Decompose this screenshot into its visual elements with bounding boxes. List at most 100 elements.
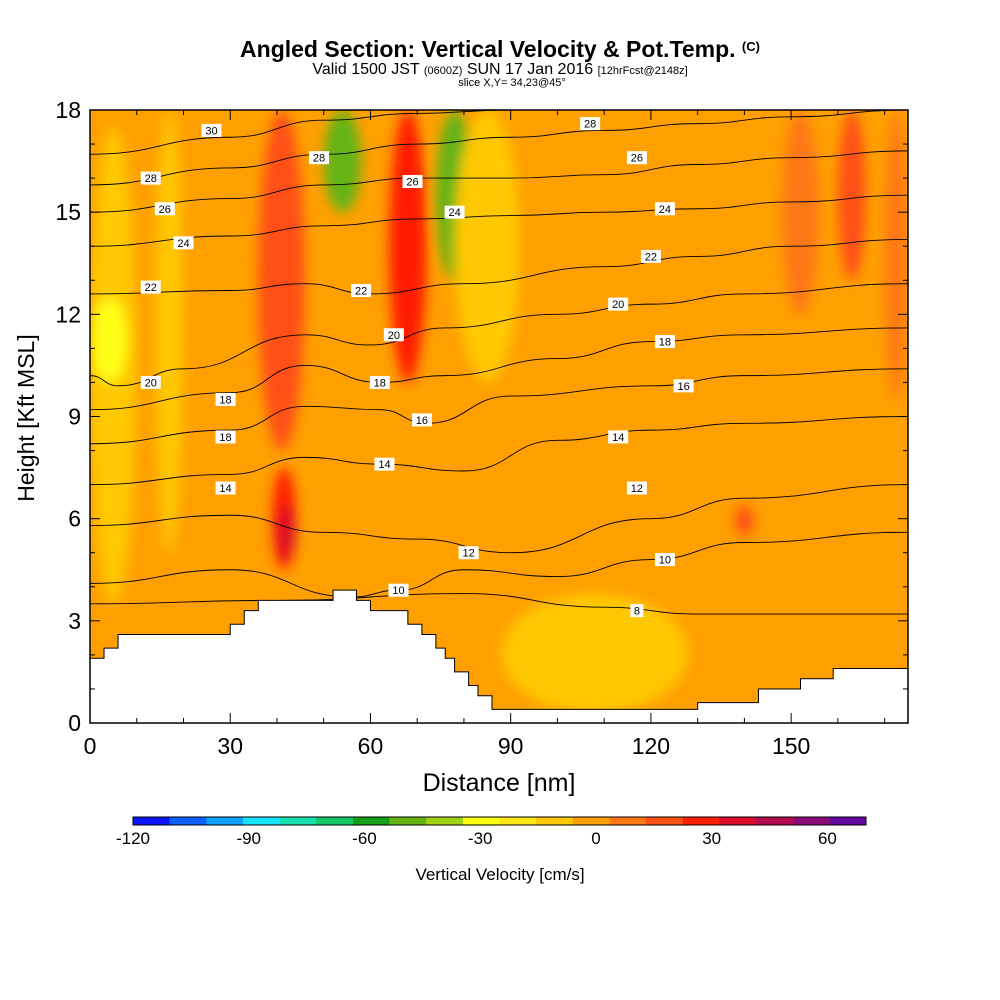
x-tick-label: 60: [358, 733, 384, 759]
colorbar-tick-label: -60: [352, 829, 377, 848]
isotherm-label: 18: [374, 377, 386, 389]
colorbar-label: Vertical Velocity [cm/s]: [415, 865, 584, 884]
isotherm-label-box: [215, 481, 236, 495]
isotherm-label: 10: [392, 585, 404, 597]
isotherm-label: 14: [378, 459, 390, 471]
isotherm-label-box: [154, 202, 175, 216]
colorbar-swatch: [756, 817, 793, 825]
velocity-region: [323, 110, 362, 213]
isotherm-label: 24: [659, 204, 671, 216]
isotherm-label-box: [140, 280, 161, 294]
isotherm-label-box: [626, 151, 647, 165]
colorbar-swatch: [242, 817, 280, 825]
colorbar-tick-label: 0: [591, 829, 600, 848]
subtitle-utc: (0600Z): [423, 65, 463, 77]
velocity-region: [501, 593, 689, 713]
velocity-region: [837, 110, 866, 281]
isotherm-label-box: [215, 392, 236, 406]
colorbar-tick-label: -30: [468, 829, 493, 848]
title-main: Angled Section: Vertical Velocity & Pot.…: [240, 36, 736, 62]
isotherm-label-box: [369, 375, 390, 389]
colorbar-swatch: [389, 817, 427, 825]
isotherm-label: 28: [145, 173, 157, 185]
isotherm-label: 26: [406, 177, 418, 189]
isotherm-label: 20: [145, 377, 157, 389]
isotherm-label-box: [140, 375, 161, 389]
isotherm-label: 24: [177, 238, 189, 250]
isotherm-label: 30: [205, 125, 217, 137]
colorbar-swatch: [682, 817, 720, 825]
isotherm-label: 14: [612, 432, 624, 444]
y-tick-label: 6: [68, 506, 81, 532]
isotherm-line: [90, 531, 908, 598]
isotherm-label: 12: [462, 548, 474, 560]
colorbar-tick-label: 30: [702, 829, 721, 848]
isotherm-label-box: [630, 604, 644, 618]
isotherm-label: 28: [313, 153, 325, 165]
colorbar-swatch: [169, 817, 207, 825]
isotherm-label: 20: [388, 330, 400, 342]
colorbar-swatch: [829, 817, 867, 825]
colorbar-swatch: [462, 817, 500, 825]
x-tick-label: 30: [217, 733, 243, 759]
isotherm-label-box: [608, 430, 629, 444]
isotherm-label: 22: [145, 282, 157, 294]
isotherm-label-box: [201, 123, 222, 137]
isotherm-label-box: [640, 249, 661, 263]
isotherm-label-box: [402, 175, 423, 189]
colorbar-swatch: [609, 817, 647, 825]
isotherm-label: 14: [219, 483, 231, 495]
isotherm-line: [90, 416, 908, 486]
isotherm-label: 18: [219, 432, 231, 444]
isotherm-label-box: [654, 335, 675, 349]
isotherm-label-box: [411, 413, 432, 427]
isotherm-label: 22: [645, 251, 657, 263]
isotherm-label: 16: [416, 415, 428, 427]
velocity-region: [781, 110, 820, 315]
isotherm-label-box: [388, 583, 409, 597]
y-tick-label: 12: [55, 301, 81, 327]
isotherm-label-box: [140, 171, 161, 185]
title-unit: (C): [741, 39, 760, 54]
colorbar-frame: [132, 816, 867, 826]
colorbar-swatch: [792, 817, 830, 825]
colorbar-swatch: [572, 817, 610, 825]
isotherm-label-box: [626, 481, 647, 495]
terrain-mask: [90, 589, 908, 723]
chart-subtitle: Valid 1500 JST (0600Z) SUN 17 Jan 2016 […: [0, 61, 1000, 79]
colorbar-swatch: [536, 817, 574, 825]
velocity-region: [155, 110, 184, 553]
isotherm-label: 8: [634, 606, 640, 618]
x-axis-label: Distance [nm]: [423, 769, 576, 797]
isotherm-label-box: [608, 297, 629, 311]
isotherm-label: 18: [219, 394, 231, 406]
colorbar-tick-label: 60: [818, 829, 837, 848]
isotherm-line: [90, 368, 908, 445]
x-tick-label: 90: [498, 733, 524, 759]
y-tick-label: 18: [55, 97, 81, 123]
y-tick-label: 0: [68, 710, 81, 736]
slice-info: slice X,Y= 34,23@45°: [458, 77, 566, 89]
isotherm-line: [90, 283, 908, 387]
subtitle-forecast: [12hrFcst@2148z]: [597, 65, 688, 77]
colorbar-swatch: [133, 817, 170, 825]
subtitle-valid: Valid 1500 JST: [312, 61, 420, 78]
velocity-region: [258, 110, 306, 451]
isotherm-label-box: [444, 205, 465, 219]
velocity-region: [884, 110, 908, 400]
isotherm-line: [90, 238, 908, 295]
isotherm-label: 12: [631, 483, 643, 495]
colorbar-swatch: [646, 817, 684, 825]
colorbar-swatch: [426, 817, 464, 825]
y-tick-label: 15: [55, 199, 81, 225]
isotherm-label: 28: [584, 119, 596, 131]
isotherm-line: [90, 150, 908, 213]
velocity-region: [276, 505, 296, 560]
isotherm-label-box: [580, 117, 601, 131]
isotherm-line: [90, 194, 908, 247]
x-tick-label: 120: [632, 733, 670, 759]
subtitle-date: SUN 17 Jan 2016: [466, 61, 594, 78]
colorbar-swatch: [316, 817, 354, 825]
isotherm-label-box: [374, 457, 395, 471]
